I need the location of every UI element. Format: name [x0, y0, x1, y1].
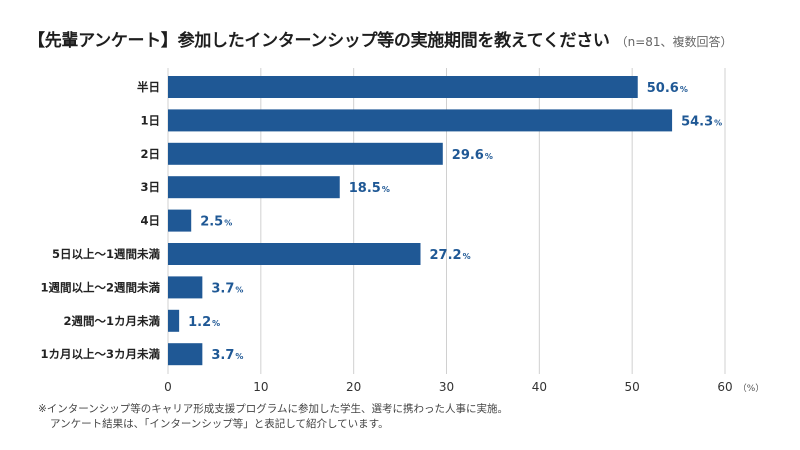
chart-title: 【先輩アンケート】参加したインターンシップ等の実施期間を教えてください （n=81… [28, 26, 733, 51]
bar [168, 309, 180, 332]
x-tick-label: 30 [439, 380, 454, 394]
value-label: 54.3% [681, 114, 722, 129]
category-label: 5日以上～1週間未満 [52, 247, 161, 261]
bar [168, 343, 203, 366]
value-unit: % [235, 285, 243, 294]
value-label: 50.6% [647, 81, 688, 96]
x-tick-label: 20 [346, 380, 361, 394]
bar [168, 76, 638, 98]
bar [168, 176, 340, 199]
category-label: 1日 [140, 113, 160, 127]
footnote-line-1: ※インターンシップ等のキャリア形成支援プログラムに参加した学生、選考に携わった人… [38, 403, 508, 415]
value-unit: % [224, 219, 232, 228]
x-tick-label: 50 [625, 380, 640, 394]
value-unit: % [382, 185, 390, 194]
bar [168, 276, 203, 299]
category-label: 半日 [137, 80, 160, 94]
value-label: 3.7% [211, 348, 243, 363]
bar [168, 142, 443, 165]
x-unit-label: （%） [738, 383, 765, 394]
category-label: 1カ月以上～3カ月未満 [40, 347, 160, 361]
bar [168, 209, 192, 232]
x-tick-label: 60 [717, 380, 732, 394]
value-label: 2.5% [200, 215, 232, 230]
value-unit: % [680, 85, 688, 94]
title-note: （n=81、複数回答） [615, 35, 733, 49]
bar [168, 109, 673, 132]
value-unit: % [714, 118, 722, 127]
category-label: 1週間以上～2週間未満 [40, 280, 160, 294]
category-label: 2日 [140, 147, 160, 161]
x-tick-label: 0 [164, 380, 172, 394]
value-unit: % [485, 152, 493, 161]
category-label: 4日 [140, 214, 160, 228]
bar [168, 243, 421, 265]
value-unit: % [212, 319, 220, 328]
x-tick-label: 10 [253, 380, 268, 394]
value-label: 1.2% [188, 315, 220, 330]
title-text: 【先輩アンケート】参加したインターンシップ等の実施期間を教えてください [28, 31, 610, 51]
value-label: 27.2% [430, 248, 471, 263]
footnote: ※インターンシップ等のキャリア形成支援プログラムに参加した学生、選考に携わった人… [38, 402, 508, 432]
value-label: 3.7% [211, 281, 243, 296]
value-label: 18.5% [349, 181, 390, 196]
category-label: 3日 [140, 180, 160, 194]
footnote-line-2: アンケート結果は、「インターンシップ等」と表記して紹介しています。 [50, 418, 389, 430]
x-tick-label: 40 [532, 380, 547, 394]
category-label: 2週間～1カ月未満 [63, 314, 160, 328]
value-unit: % [235, 352, 243, 361]
value-unit: % [463, 252, 471, 261]
value-label: 29.6% [452, 148, 493, 163]
